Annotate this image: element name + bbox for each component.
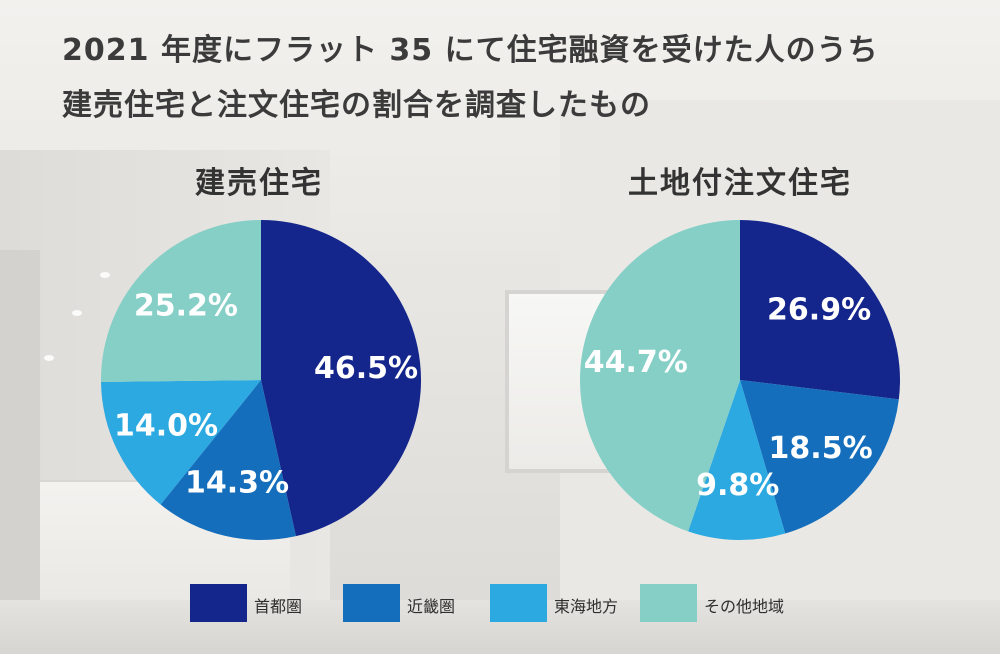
pie-value-label: 44.7% xyxy=(584,345,688,380)
legend-swatch xyxy=(190,584,247,622)
ceiling-light xyxy=(72,310,82,316)
pie-value-label: 18.5% xyxy=(769,431,873,466)
legend-swatch xyxy=(490,584,547,622)
pie-chart-custom-built: 26.9% 18.5%9.8% 44.7% xyxy=(579,219,901,540)
pie-chart-built-for-sale: 46.5% 14.3% 14.0% 25.2% xyxy=(100,220,422,541)
pie-slice-tokai xyxy=(688,380,786,540)
chart-title-line-2: 建売住宅と注文住宅の割合を調査したもの xyxy=(62,88,651,123)
legend-label: 近畿圏 xyxy=(407,597,456,616)
pie-slice-shutoken xyxy=(740,220,901,400)
legend-label: 首都圏 xyxy=(254,597,303,616)
ceiling-light xyxy=(100,272,110,278)
pie-title-built-for-sale: 建売住宅 xyxy=(195,166,323,201)
pie-title-custom-built: 土地付注文住宅 xyxy=(628,166,852,201)
pie-value-label: 9.8% xyxy=(696,468,779,503)
background-pillar xyxy=(0,250,40,654)
legend-label: その他地域 xyxy=(704,597,785,616)
pie-value-label: 25.2% xyxy=(134,288,238,323)
legend: 首都圏 近畿圏 東海地方 その他地域 xyxy=(0,584,1000,624)
legend-swatch xyxy=(640,584,697,622)
pie-slice-kinki xyxy=(740,380,899,534)
pie-value-label: 14.0% xyxy=(114,409,218,444)
legend-label: 東海地方 xyxy=(554,597,619,616)
legend-swatch xyxy=(343,584,400,622)
ceiling-light xyxy=(44,355,54,361)
pie-slice-tokai xyxy=(101,380,261,505)
pie-slice-shutoken xyxy=(261,220,422,537)
pie-value-label: 46.5% xyxy=(314,351,418,386)
pie-slice-other xyxy=(100,220,261,383)
pie-slice-kinki xyxy=(160,380,296,541)
pie-value-label: 26.9% xyxy=(767,293,871,328)
pie-value-label: 14.3% xyxy=(185,465,289,500)
pie-slice-other xyxy=(579,219,740,532)
chart-title-line-1: 2021 年度にフラット 35 にて住宅融資を受けた人のうち xyxy=(62,33,879,68)
